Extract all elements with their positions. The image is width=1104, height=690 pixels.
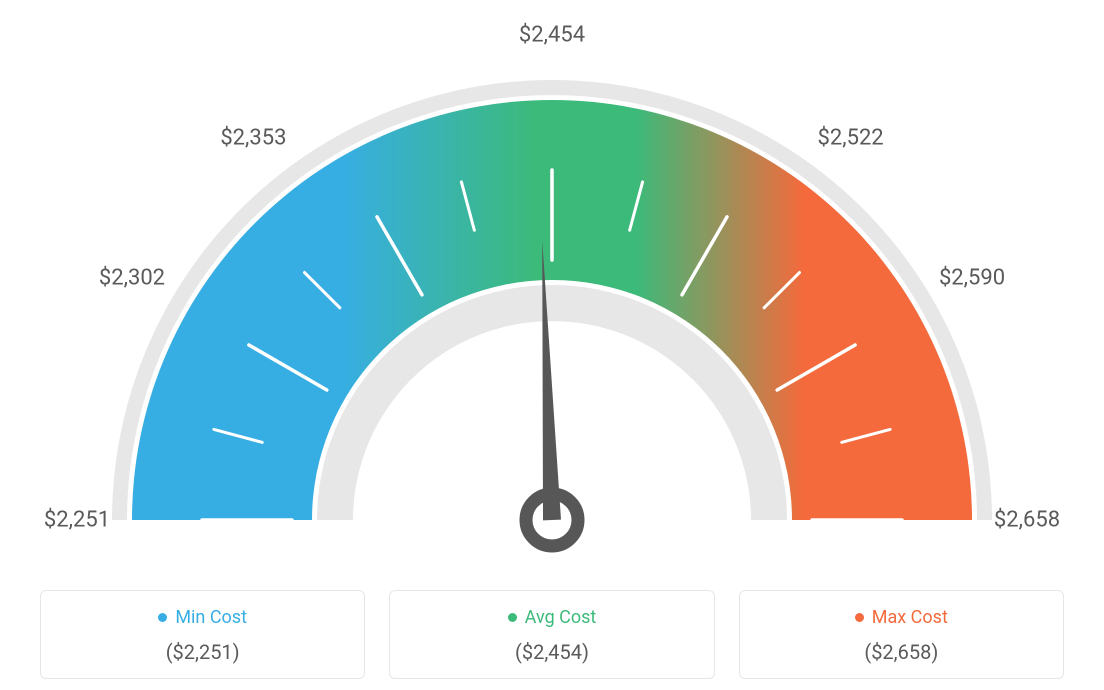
legend-avg-value: ($2,454) <box>404 640 699 664</box>
dot-avg-icon <box>508 613 517 622</box>
legend-max-value: ($2,658) <box>754 640 1049 664</box>
legend-card-max: Max Cost ($2,658) <box>739 590 1064 679</box>
legend-title-min: Min Cost <box>158 607 247 628</box>
gauge-tick-label: $2,590 <box>939 265 1005 290</box>
gauge-chart: $2,251 $2,302 $2,353 $2,454 $2,522 $2,590 $2,6… <box>20 20 1084 560</box>
gauge-tick-label: $2,658 <box>994 508 1060 533</box>
dot-min-icon <box>158 613 167 622</box>
dot-max-icon <box>855 613 864 622</box>
gauge-tick-label: $2,353 <box>220 125 286 150</box>
legend-title-max: Max Cost <box>855 607 948 628</box>
legend-row: Min Cost ($2,251) Avg Cost ($2,454) Max … <box>20 590 1084 679</box>
gauge-svg <box>20 20 1084 560</box>
gauge-tick-label: $2,522 <box>818 125 884 150</box>
legend-title-avg: Avg Cost <box>508 607 597 628</box>
legend-avg-label: Avg Cost <box>525 607 597 628</box>
legend-min-label: Min Cost <box>175 607 247 628</box>
legend-card-min: Min Cost ($2,251) <box>40 590 365 679</box>
legend-card-avg: Avg Cost ($2,454) <box>389 590 714 679</box>
legend-max-label: Max Cost <box>872 607 948 628</box>
legend-min-value: ($2,251) <box>55 640 350 664</box>
gauge-tick-label: $2,251 <box>44 508 110 533</box>
gauge-tick-label: $2,302 <box>99 265 165 290</box>
gauge-tick-label: $2,454 <box>519 23 585 48</box>
